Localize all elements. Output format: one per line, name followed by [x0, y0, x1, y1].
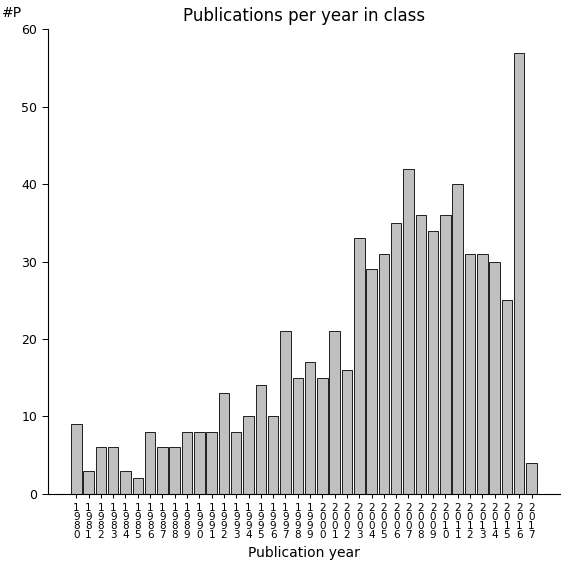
Bar: [477, 254, 488, 494]
X-axis label: Publication year: Publication year: [248, 546, 360, 560]
Bar: [170, 447, 180, 494]
Bar: [219, 393, 229, 494]
Bar: [502, 301, 512, 494]
Bar: [145, 432, 155, 494]
Bar: [83, 471, 94, 494]
Bar: [243, 416, 254, 494]
Bar: [489, 261, 500, 494]
Bar: [157, 447, 168, 494]
Bar: [452, 184, 463, 494]
Bar: [108, 447, 119, 494]
Bar: [428, 231, 438, 494]
Bar: [71, 424, 82, 494]
Bar: [280, 331, 291, 494]
Bar: [329, 331, 340, 494]
Bar: [305, 362, 315, 494]
Bar: [256, 386, 266, 494]
Bar: [96, 447, 106, 494]
Bar: [182, 432, 192, 494]
Bar: [133, 479, 143, 494]
Bar: [403, 168, 414, 494]
Bar: [514, 53, 524, 494]
Bar: [440, 215, 451, 494]
Title: Publications per year in class: Publications per year in class: [183, 7, 425, 25]
Bar: [194, 432, 205, 494]
Bar: [366, 269, 377, 494]
Bar: [231, 432, 242, 494]
Bar: [354, 238, 365, 494]
Bar: [293, 378, 303, 494]
Bar: [391, 223, 401, 494]
Bar: [206, 432, 217, 494]
Bar: [268, 416, 278, 494]
Bar: [379, 254, 389, 494]
Y-axis label: #P: #P: [2, 6, 22, 20]
Bar: [342, 370, 352, 494]
Bar: [416, 215, 426, 494]
Bar: [120, 471, 131, 494]
Bar: [465, 254, 475, 494]
Bar: [526, 463, 537, 494]
Bar: [317, 378, 328, 494]
